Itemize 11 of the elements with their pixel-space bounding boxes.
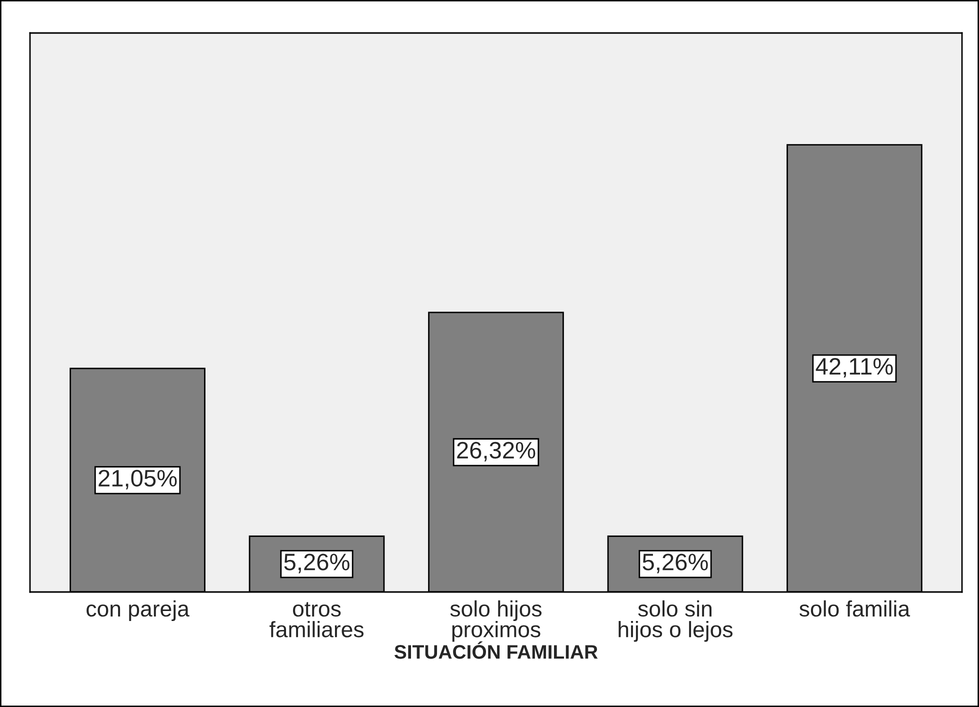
data-label: 5,26% (642, 554, 708, 574)
x-tick-label: solo sin hijos o lejos (618, 600, 732, 642)
x-axis-title: SITUACIÓN FAMILIAR (394, 641, 598, 659)
data-label: 5,26% (284, 554, 350, 574)
x-tick-label: solo familia (800, 600, 910, 617)
data-label: 21,05% (98, 470, 177, 490)
data-label: 26,32% (457, 442, 536, 462)
data-label: 42,11% (816, 358, 893, 378)
x-tick-label: otros familiares (270, 602, 364, 638)
x-tick-label: con pareja (86, 600, 190, 622)
x-tick-label: solo hijos proximos (450, 600, 542, 642)
